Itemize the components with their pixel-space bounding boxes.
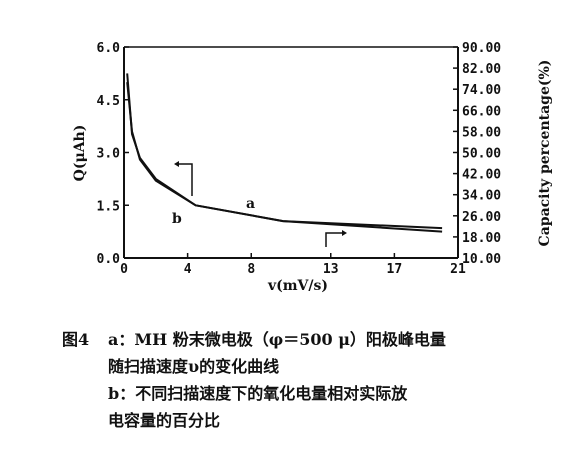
caption-text-b: b：不同扫描速度下的氧化电量相对实际放 (108, 384, 408, 403)
y2-tick-label: 82.00 (462, 62, 501, 77)
curve-label-b: b (172, 211, 182, 227)
caption-line-1: 图4 a：MH 粉末微电极（φ＝500 μ）阳极峰电量 (62, 326, 552, 353)
y2-tick-label: 66.00 (462, 104, 501, 119)
series-layer (126, 73, 443, 233)
left-axis-ticks: 0.0 1.5 3.0 4.5 6.0 (97, 41, 129, 267)
y-tick-label: 3.0 (97, 147, 121, 162)
arrow-a-to-left-axis-icon (179, 163, 193, 196)
y-tick-label: 6.0 (97, 41, 121, 56)
x-axis-title: v(mV/s) (267, 278, 328, 294)
caption-text-a: a：MH 粉末微电极（φ＝500 μ）阳极峰电量 (108, 330, 446, 349)
right-axis-title: Capacity percentage(%) (537, 60, 553, 247)
x-tick-label: 4 (184, 262, 192, 277)
figure-caption: 图4 a：MH 粉末微电极（φ＝500 μ）阳极峰电量 随扫描速度υ的变化曲线 b… (62, 326, 552, 434)
y2-tick-label: 90.00 (462, 41, 501, 56)
series-line-b (126, 73, 443, 233)
caption-line-3: b：不同扫描速度下的氧化电量相对实际放 (62, 380, 552, 407)
caption-line-4: 电容量的百分比 (62, 407, 552, 434)
chart: 0 4 8 13 17 21 0.0 1.5 3.0 4.5 6.0 10.00 18.00 26.0… (72, 41, 553, 294)
caption-text-b-cont: 电容量的百分比 (108, 411, 221, 430)
y2-tick-label: 58.00 (462, 125, 501, 140)
series-line-a (126, 82, 443, 230)
y2-tick-label: 18.00 (462, 231, 501, 246)
y2-tick-label: 42.00 (462, 168, 501, 183)
arrow-b-to-right-axis-icon (325, 232, 342, 247)
x-tick-label: 21 (450, 262, 466, 277)
arrowhead-b-icon (342, 230, 347, 236)
x-tick-label: 8 (247, 262, 255, 277)
x-tick-label: 17 (387, 262, 403, 277)
y2-tick-label: 10.00 (462, 252, 501, 267)
left-axis-title: Q(μAh) (72, 125, 88, 182)
y-tick-label: 1.5 (97, 199, 120, 214)
caption-line-2: 随扫描速度υ的变化曲线 (62, 353, 552, 380)
figure-label: 图4 (62, 330, 90, 349)
right-axis-ticks: 10.00 18.00 26.00 34.00 42.00 50.00 58.00 66.00… (453, 41, 501, 267)
axis-direction-arrows (174, 161, 347, 247)
x-axis-ticks: 0 4 8 13 17 21 (120, 253, 466, 277)
y2-tick-label: 50.00 (462, 147, 501, 162)
caption-text-a-cont: 随扫描速度υ的变化曲线 (108, 357, 280, 376)
y2-tick-label: 74.00 (462, 83, 501, 98)
x-tick-label: 13 (323, 262, 339, 277)
x-tick-label: 0 (120, 262, 128, 277)
y2-tick-label: 26.00 (462, 210, 501, 225)
curve-label-a: a (246, 196, 255, 212)
y2-tick-label: 34.00 (462, 189, 501, 204)
y-tick-label: 0.0 (97, 252, 121, 267)
arrowhead-a-icon (174, 161, 179, 167)
y-tick-label: 4.5 (97, 94, 120, 109)
